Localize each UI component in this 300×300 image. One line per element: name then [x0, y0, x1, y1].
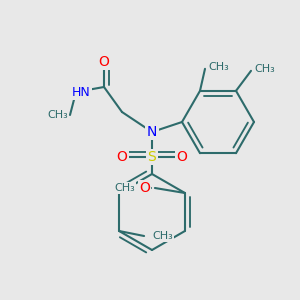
Text: HN: HN — [72, 85, 90, 98]
Text: O: O — [139, 181, 150, 195]
Text: O: O — [117, 150, 128, 164]
Text: O: O — [99, 55, 110, 69]
Text: CH₃: CH₃ — [47, 110, 68, 120]
Text: CH₃: CH₃ — [114, 183, 135, 193]
Text: N: N — [147, 125, 157, 139]
Text: S: S — [148, 150, 156, 164]
Text: CH₃: CH₃ — [208, 62, 229, 72]
Text: O: O — [177, 150, 188, 164]
Text: CH₃: CH₃ — [254, 64, 275, 74]
Text: CH₃: CH₃ — [152, 231, 173, 241]
